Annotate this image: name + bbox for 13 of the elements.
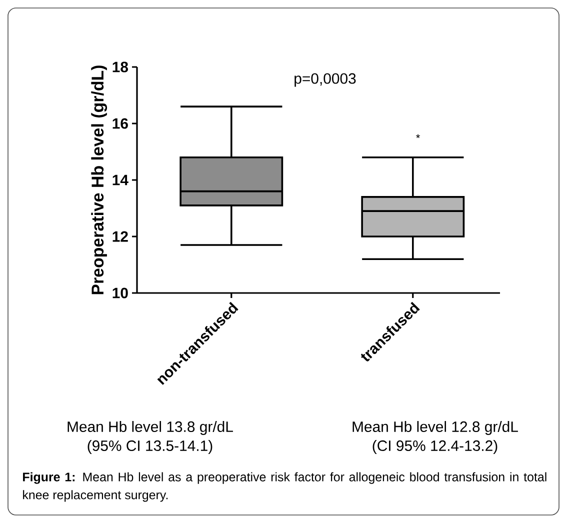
y-tick-label: 18: [112, 62, 128, 72]
text: Figure 1: Mean Hb level as a preoperative risk factor for allogeneic blood transfusion in total knee replacement surgery.: [23, 472, 546, 502]
y-tick-label: 10: [112, 288, 128, 298]
annotation: *: [416, 134, 420, 138]
y-axis-title: Preoperative Hb level (gr/dL): [91, 66, 108, 294]
text: Mean Hb level 12.8 gr/dL: [352, 421, 518, 435]
y-tick-label: 14: [112, 174, 128, 186]
y-tick-label: 16: [112, 118, 128, 129]
text: Mean Hb level 13.8 gr/dL: [68, 421, 233, 435]
text: (95% CI 13.5-14.1): [88, 440, 212, 454]
y-tick-label: 12: [112, 231, 128, 242]
annotation: p=0,0003: [294, 73, 356, 87]
text: (CI 95% 12.4-13.2): [372, 440, 498, 454]
